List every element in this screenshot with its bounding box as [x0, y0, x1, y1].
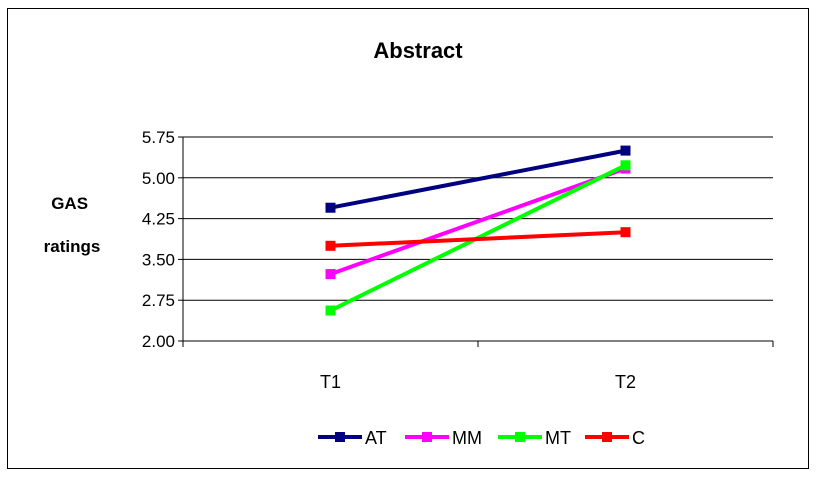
legend: AT MM MT C: [318, 428, 645, 448]
series-line: [330, 148, 626, 210]
series: [325, 145, 631, 316]
legend-label: AT: [365, 428, 387, 448]
legend-swatch-marker: [335, 432, 345, 442]
x-tick-label: T1: [320, 372, 341, 392]
legend-item: MM: [405, 428, 482, 448]
data-point: [325, 269, 336, 280]
data-point: [325, 305, 336, 316]
x-tick-label: T2: [615, 372, 636, 392]
data-point: [325, 240, 336, 251]
legend-swatch-marker: [515, 432, 525, 442]
series-line: [329, 166, 627, 276]
legend-label: MT: [545, 428, 571, 448]
legend-item: AT: [318, 428, 387, 448]
y-tick-label: 3.50: [142, 250, 175, 269]
data-point: [325, 202, 336, 213]
series-at: [325, 145, 631, 213]
data-point: [620, 227, 631, 238]
chart-border: [7, 8, 809, 469]
legend-label: MM: [452, 428, 482, 448]
y-axis-label-line-2: ratings: [44, 237, 101, 256]
y-axis-label: GAS ratings: [44, 194, 101, 256]
series-line: [330, 230, 626, 248]
axes: [178, 136, 774, 347]
y-tick-labels: 2.00 2.75 3.50 4.25 5.00 5.75: [142, 128, 175, 351]
legend-item: MT: [498, 428, 571, 448]
y-tick-label: 2.75: [142, 291, 175, 310]
y-tick-label: 2.00: [142, 332, 175, 351]
legend-swatch-marker: [602, 432, 612, 442]
y-tick-label: 5.00: [142, 169, 175, 188]
x-tick-labels: T1 T2: [320, 372, 636, 392]
data-point: [620, 145, 631, 156]
data-point: [620, 160, 631, 171]
series-c: [325, 227, 631, 251]
legend-item: C: [585, 428, 645, 448]
y-tick-label: 4.25: [142, 210, 175, 229]
legend-label: C: [632, 428, 645, 448]
legend-swatch-marker: [422, 432, 432, 442]
chart-title: Abstract: [373, 38, 463, 63]
y-tick-label: 5.75: [142, 128, 175, 147]
y-axis-label-line-1: GAS: [51, 194, 88, 213]
